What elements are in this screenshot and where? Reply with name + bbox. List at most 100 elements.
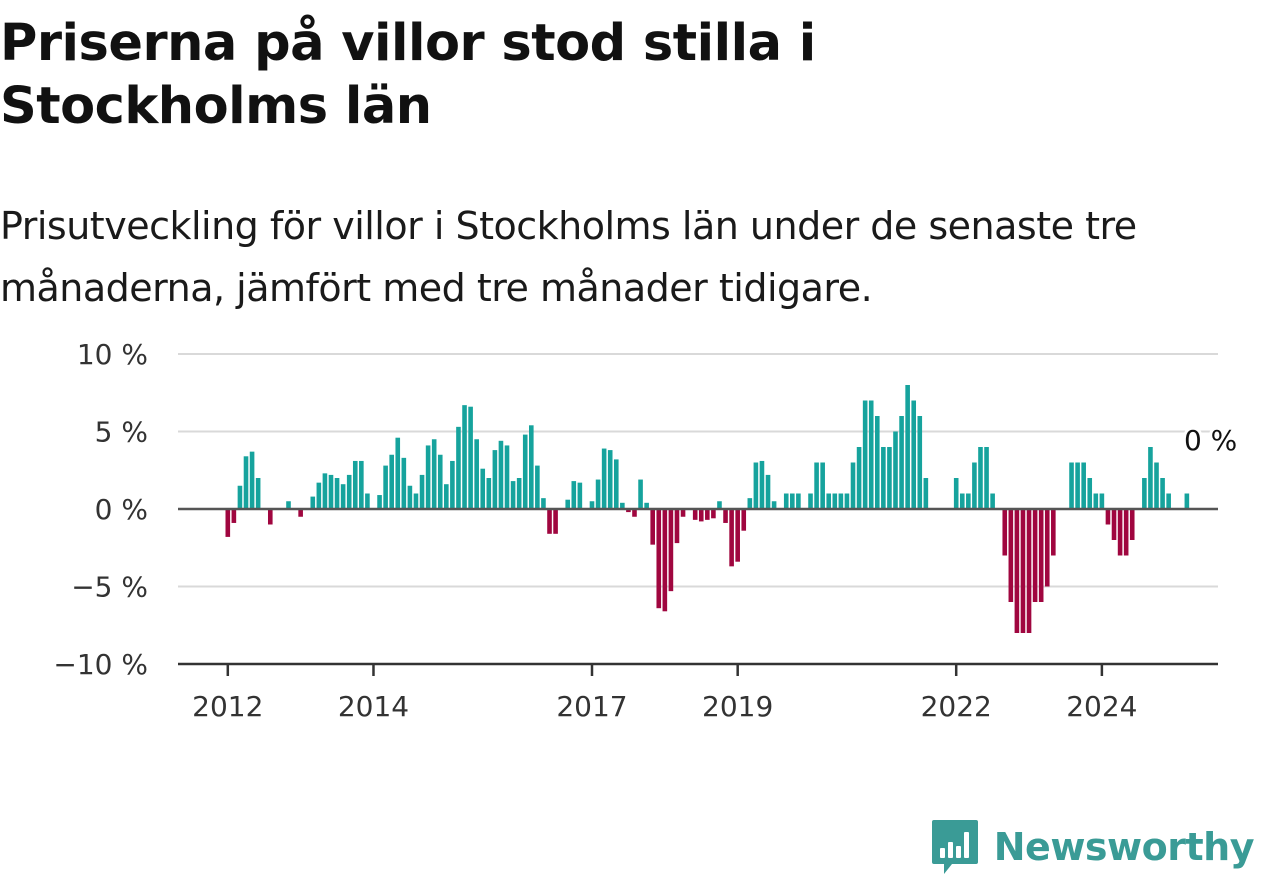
bar [249,451,255,509]
bar [838,493,844,509]
bar [255,478,261,509]
bar [1148,447,1153,509]
bar [1160,478,1165,509]
bar [613,459,619,509]
bar [638,479,643,509]
bar [626,509,631,513]
bar [492,450,498,509]
bar [972,462,977,509]
bar [516,478,522,509]
bar-chart: 10 % 5 % 0 % −5 % −10 % 2012 2014 2017 2019 2022 2… [53,338,1240,723]
bar [668,509,674,592]
bar [1051,509,1056,556]
bar [431,439,437,509]
bar [1142,478,1147,509]
bar [504,445,510,509]
bar [1044,509,1050,587]
bar [632,509,637,517]
bar [759,460,765,509]
bar [547,509,552,534]
bar [486,478,492,509]
bar [917,416,923,509]
bar [607,450,613,509]
bar [601,448,607,509]
bar [984,447,989,509]
bar [1032,509,1038,602]
bar [529,425,534,509]
bar [874,416,880,509]
bar [978,447,983,509]
bar [450,460,455,509]
bar [990,493,995,509]
last-value-label: 0 % [1184,424,1237,457]
bar [790,493,795,509]
bar [1038,509,1044,602]
bar [328,474,334,509]
bar [1154,462,1159,509]
bar [595,479,601,509]
bar [717,501,722,509]
bar [401,457,407,509]
bar [383,465,388,509]
bar [771,501,777,509]
x-tick-label: 2012 [192,690,263,723]
bar [887,447,892,509]
bar [923,478,929,509]
bar [589,501,595,509]
bar [747,498,753,509]
bar [899,416,904,509]
bar [765,474,771,509]
bar [346,474,352,509]
bar [620,502,625,509]
bar [741,509,747,531]
bar [1166,493,1171,509]
bar [425,445,431,509]
bar [723,509,728,523]
bar [1099,493,1105,509]
bar [1123,509,1129,556]
bar [462,405,467,509]
bar [1002,509,1008,556]
bar [286,501,291,509]
newsworthy-logo: Newsworthy [930,818,1255,876]
bar [692,509,698,520]
bar [1093,493,1099,509]
bar [832,493,838,509]
bar [571,481,577,509]
bar [711,509,716,519]
bar [680,509,686,517]
bar [298,509,303,517]
bar [480,468,486,509]
y-tick-label: −10 % [53,648,148,681]
bar [359,460,364,509]
bar [1129,509,1135,540]
bar [377,495,382,509]
bar [395,437,401,509]
y-tick-label: 5 % [95,416,148,449]
bar [735,509,740,562]
bar [911,400,917,509]
grid-lines [178,353,1218,588]
bar [535,465,540,509]
bar [237,485,243,509]
bar [444,484,449,509]
bar [340,484,346,509]
bar [966,493,971,509]
bar [498,440,504,509]
bar [1087,478,1093,509]
bar [456,426,461,509]
newsworthy-logo-icon [931,820,978,874]
bar [729,509,734,567]
bar [959,493,965,509]
bar [953,478,959,509]
x-tick-label: 2017 [556,690,627,723]
bar [881,447,886,509]
bar [814,462,819,509]
bar [267,509,273,525]
bar [1105,509,1111,525]
bar [1026,509,1032,633]
bar [413,493,419,509]
y-tick-label: 0 % [95,493,148,526]
bar [474,439,479,509]
x-tick-label: 2019 [702,690,773,723]
